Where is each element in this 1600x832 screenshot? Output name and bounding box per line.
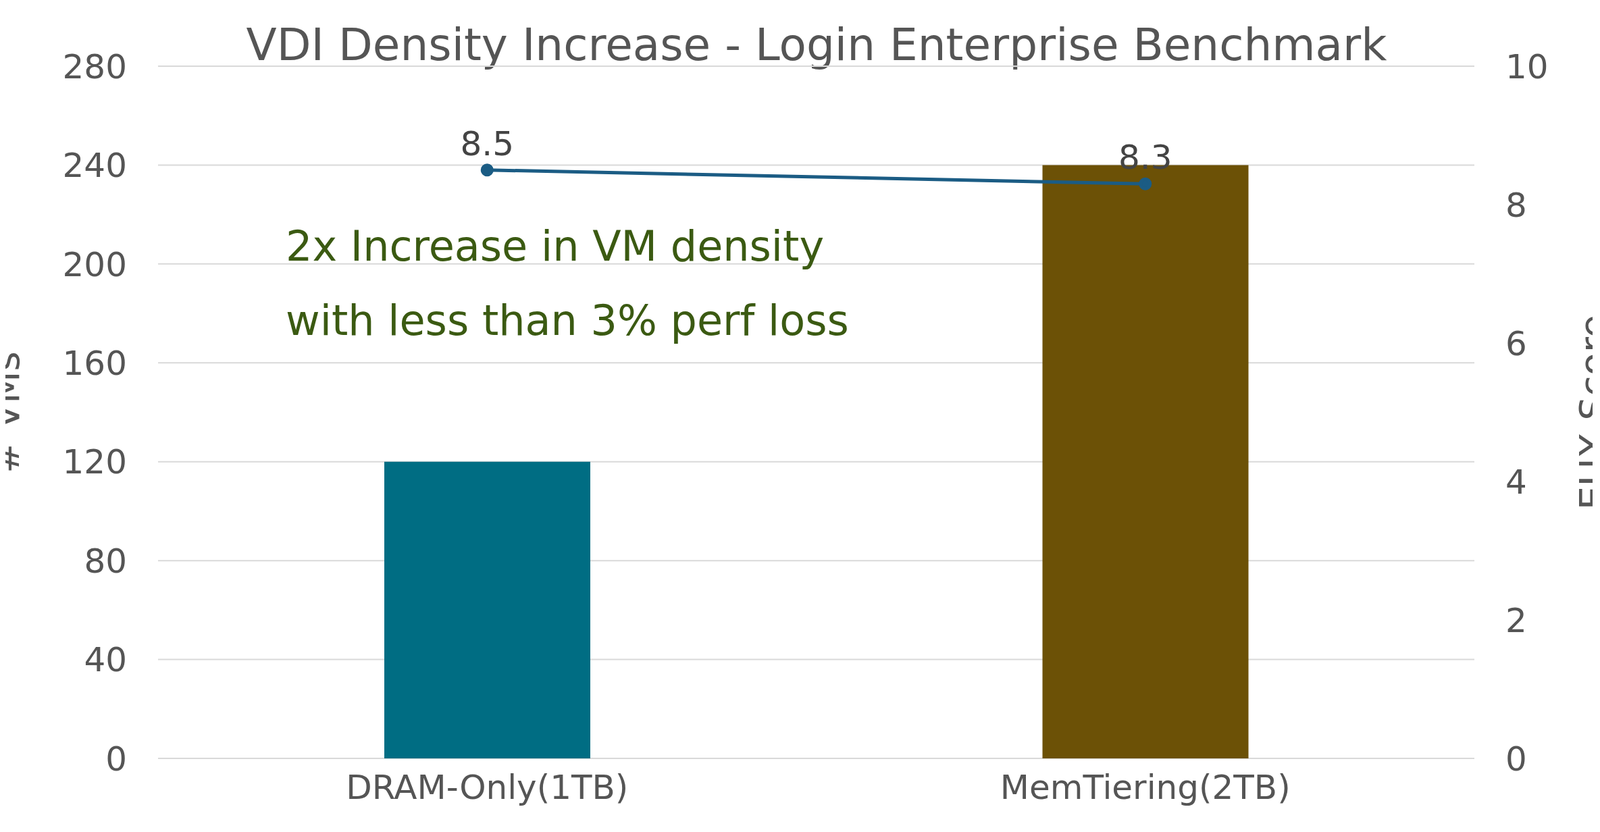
svg-text:200: 200	[62, 245, 127, 285]
svg-text:10: 10	[1505, 47, 1549, 87]
svg-text:80: 80	[83, 541, 127, 581]
html-text:with less than 3% perf loss: with less than 3% perf loss	[285, 295, 849, 346]
svg-text:2: 2	[1505, 601, 1528, 641]
svg-text:240: 240	[62, 145, 127, 186]
svg-text:8: 8	[1505, 185, 1528, 225]
svg-text:4: 4	[1505, 462, 1528, 502]
svg-text:160: 160	[62, 343, 127, 383]
svg-text:8.5: 8.5	[459, 124, 514, 164]
svg-text:0: 0	[1505, 739, 1528, 779]
svg-text:MemTiering(2TB): MemTiering(2TB)	[1000, 767, 1291, 808]
html-text:2x Increase in VM density: 2x Increase in VM density	[285, 221, 825, 271]
svg-text:6: 6	[1505, 324, 1528, 364]
svg-text:280: 280	[62, 47, 127, 87]
svg-text:EUX Score: EUX Score	[1570, 314, 1593, 510]
svg-text:0: 0	[105, 739, 127, 779]
svg-text:DRAM-Only(1TB): DRAM-Only(1TB)	[345, 767, 629, 808]
svg-text:8.3: 8.3	[1118, 137, 1173, 177]
svg-text:120: 120	[62, 442, 127, 482]
svg-text:40: 40	[83, 640, 127, 680]
html-text:VDI Density Increase - Login E: VDI Density Increase - Login Enterprise …	[246, 18, 1387, 71]
svg-text:# VMs: # VMs	[5, 351, 28, 474]
